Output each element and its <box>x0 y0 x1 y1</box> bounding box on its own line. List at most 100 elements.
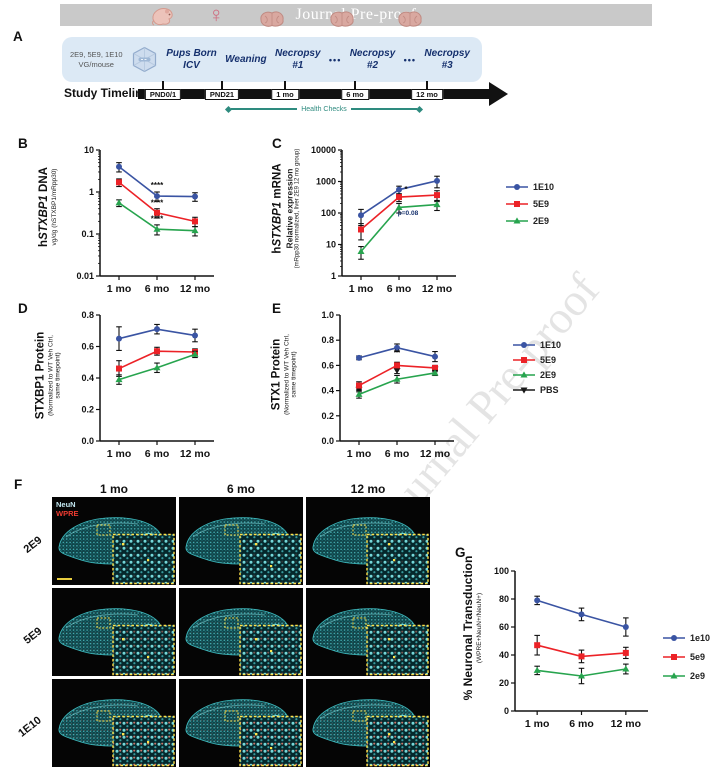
svg-text:0.4: 0.4 <box>321 386 334 396</box>
timepoint-pnd21: PND21 <box>204 88 240 100</box>
stain-label-neun: NeuN <box>56 500 76 509</box>
panel-label-d: D <box>18 301 28 316</box>
svg-text:*: * <box>404 185 408 194</box>
brain-image-5e9-6mo <box>179 588 303 676</box>
svg-text:1: 1 <box>89 187 94 197</box>
svg-text:****: **** <box>151 214 164 223</box>
svg-text:12 mo: 12 mo <box>611 718 641 730</box>
svg-text:12 mo: 12 mo <box>180 448 210 460</box>
panel-label-g: G <box>455 545 466 560</box>
svg-text:1: 1 <box>331 271 336 281</box>
chart-b: 10 1 0.1 0.01 1 mo 6 mo 12 mo **** **** **** <box>76 145 214 295</box>
legend-item-2e9: 2E9 <box>505 216 554 226</box>
chart-b-ylabel: hSTXBP1 DNA vg/dg (hSTXBP1/mRpp30) <box>38 167 58 247</box>
ellipsis: ••• <box>403 54 417 65</box>
svg-text:6 mo: 6 mo <box>385 448 410 460</box>
svg-text:6 mo: 6 mo <box>387 283 412 295</box>
svg-text:12 mo: 12 mo <box>422 283 452 295</box>
legend-label: 2E9 <box>540 370 557 380</box>
svg-text:1 mo: 1 mo <box>107 283 132 295</box>
brain-image-1e10-1mo <box>52 679 176 767</box>
brain-image-grid: NeuN WPRE <box>52 497 430 767</box>
svg-text:0.1: 0.1 <box>81 229 94 239</box>
svg-text:6 mo: 6 mo <box>145 283 170 295</box>
stage-pups-born-icv: Pups Born ICV <box>166 48 217 71</box>
diamond-endpoint <box>415 105 424 113</box>
panel-label-f: F <box>14 477 23 492</box>
brain-image-5e9-1mo <box>52 588 176 676</box>
legend-item-5e9: 5E9 <box>512 355 561 365</box>
f-row-label-5e9: 5E9 <box>21 625 45 647</box>
timepoint-6mo: 6 mo <box>341 88 369 100</box>
panel-e: E STX1 Protein (Normalized to WT Veh Ctr… <box>268 297 508 477</box>
chart-e: 1.0 0.8 0.6 0.4 0.2 0.0 1 mo 6 mo 12 mo ** <box>321 310 454 460</box>
f-row-label-2e9: 2E9 <box>21 534 45 556</box>
svg-text:10: 10 <box>84 145 94 155</box>
legend-item-2e9: 2E9 <box>512 370 561 380</box>
chart-c: 10000 1000 100 10 1 1 mo 6 mo 12 mo * p=0.08 <box>311 145 456 295</box>
svg-text:6 mo: 6 mo <box>145 448 170 460</box>
legend-label: 2e9 <box>690 671 706 681</box>
brain-icon <box>398 11 422 27</box>
svg-text:0.0: 0.0 <box>321 436 334 446</box>
panel-label-a: A <box>13 29 23 44</box>
svg-text:1 mo: 1 mo <box>349 283 374 295</box>
legend-label: 1e10 <box>690 633 711 643</box>
legend-item-2e9: 2e9 <box>662 671 710 681</box>
timeline-tick <box>284 81 286 89</box>
legend-item-pbs: PBS <box>512 385 561 395</box>
panel-c: C hSTXBP1 mRNA Relative expression (mRpp… <box>268 132 508 307</box>
brain-image-2e9-1mo: NeuN WPRE <box>52 497 176 585</box>
dose-label: 2E9, 5E9, 1E10 VG/mouse <box>70 50 123 69</box>
timeline-tick <box>221 81 223 89</box>
chart-g: 100 80 60 40 20 0 1 mo 6 mo 12 mo <box>494 566 648 730</box>
f-row-label-1e10: 1E10 <box>16 714 44 740</box>
panel-b: B hSTXBP1 DNA vg/dg (hSTXBP1/mRpp30) 10 1… <box>18 132 273 307</box>
panel-d: D STXBP1 Protein (Normalized to WT Veh C… <box>18 297 273 477</box>
health-line <box>231 108 298 110</box>
f-col-header-12mo: 12 mo <box>350 482 386 496</box>
brain-image-1e10-6mo <box>179 679 303 767</box>
brain-image-1e10-12mo <box>306 679 430 767</box>
svg-text:**: ** <box>394 348 401 357</box>
svg-text:p=0.08: p=0.08 <box>398 210 419 217</box>
legend-g: 1e10 5e9 2e9 <box>662 633 710 681</box>
panel-g: G % Neuronal Transduction (WPRE+NeuN+/Ne… <box>455 545 711 755</box>
svg-text:0.01: 0.01 <box>76 271 94 281</box>
chart-d-ylabel: STXBP1 Protein (Normalized to WT Veh Ctr… <box>34 331 62 420</box>
svg-text:20: 20 <box>499 678 509 688</box>
female-symbol-icon: ♀ <box>208 2 225 27</box>
svg-text:0.0: 0.0 <box>81 436 94 446</box>
svg-text:6 mo: 6 mo <box>569 718 594 730</box>
svg-text:60: 60 <box>499 622 509 632</box>
legend-item-1e10: 1E10 <box>505 182 554 192</box>
legend-label: PBS <box>540 385 559 395</box>
f-col-header-6mo: 6 mo <box>226 482 255 496</box>
timepoint-1mo: 1 mo <box>271 88 299 100</box>
stage-necropsy-3: Necropsy #3 <box>424 48 470 71</box>
legend-label: 5e9 <box>690 652 706 662</box>
svg-text:0.6: 0.6 <box>321 360 334 370</box>
legend-item-1e10: 1E10 <box>512 340 561 350</box>
chart-g-ylabel: % Neuronal Transduction (WPRE+NeuN+/NeuN… <box>461 555 483 701</box>
diamond-endpoint <box>224 105 233 113</box>
chart-d: 0.8 0.6 0.4 0.2 0.0 1 mo 6 mo 12 mo <box>81 310 214 460</box>
svg-text:100: 100 <box>321 208 336 218</box>
svg-text:0.2: 0.2 <box>81 405 94 415</box>
study-timeline-label: Study Timeline <box>64 86 150 100</box>
svg-text:0.2: 0.2 <box>321 411 334 421</box>
legend-label: 5E9 <box>540 355 557 365</box>
stage-necropsy-1: Necropsy #1 <box>274 48 321 71</box>
timepoint-12mo: 12 mo <box>411 88 443 100</box>
panel-label-e: E <box>272 301 282 316</box>
legend-item-5e9: 5E9 <box>505 199 554 209</box>
health-line <box>350 108 417 110</box>
brain-icon <box>330 11 354 27</box>
health-checks-range: Health Checks <box>224 104 424 114</box>
svg-text:80: 80 <box>499 594 509 604</box>
stage-weaning: Weaning <box>225 53 267 65</box>
svg-text:1 mo: 1 mo <box>107 448 132 460</box>
svg-text:12 mo: 12 mo <box>180 283 210 295</box>
stage-necropsy-2: Necropsy #2 <box>349 48 396 71</box>
